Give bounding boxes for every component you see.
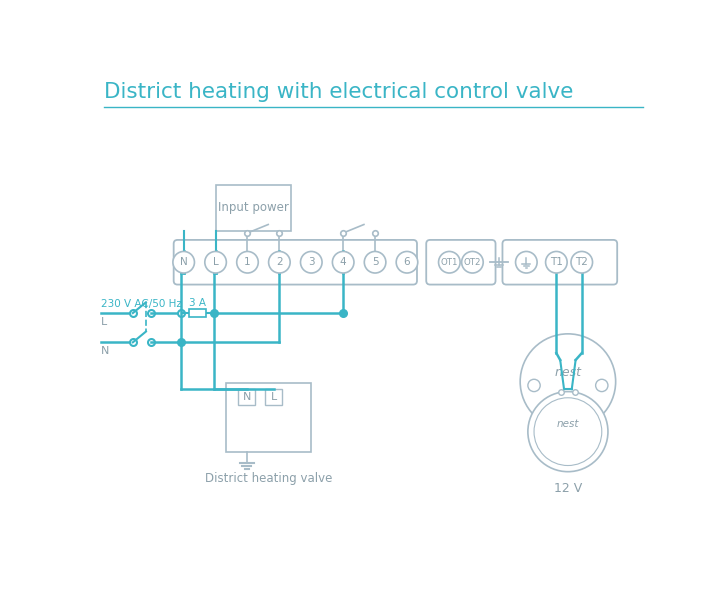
Text: T1: T1	[550, 257, 563, 267]
Circle shape	[515, 251, 537, 273]
Text: 6: 6	[403, 257, 411, 267]
Text: 1: 1	[244, 257, 250, 267]
Text: 5: 5	[372, 257, 379, 267]
Text: District heating valve: District heating valve	[205, 472, 332, 485]
Text: nest: nest	[557, 419, 579, 429]
Text: 3: 3	[308, 257, 314, 267]
Text: 2: 2	[276, 257, 282, 267]
FancyBboxPatch shape	[226, 383, 311, 453]
FancyBboxPatch shape	[502, 240, 617, 285]
Circle shape	[521, 334, 616, 429]
FancyBboxPatch shape	[426, 240, 496, 285]
Circle shape	[534, 398, 602, 466]
Circle shape	[462, 251, 483, 273]
Text: L: L	[213, 257, 218, 267]
Circle shape	[173, 251, 194, 273]
Text: Input power: Input power	[218, 201, 289, 214]
FancyBboxPatch shape	[265, 388, 282, 406]
Circle shape	[545, 251, 567, 273]
Circle shape	[438, 251, 460, 273]
Circle shape	[364, 251, 386, 273]
Text: N: N	[242, 392, 251, 402]
Text: OT2: OT2	[464, 258, 481, 267]
Text: T2: T2	[575, 257, 588, 267]
Text: 230 V AC/50 Hz: 230 V AC/50 Hz	[100, 299, 181, 309]
Circle shape	[571, 251, 593, 273]
FancyBboxPatch shape	[189, 309, 206, 317]
Circle shape	[528, 380, 540, 391]
Circle shape	[205, 251, 226, 273]
FancyBboxPatch shape	[216, 185, 291, 230]
Text: 4: 4	[340, 257, 347, 267]
Text: OT1: OT1	[440, 258, 458, 267]
Text: L: L	[100, 317, 107, 327]
Text: N: N	[100, 346, 109, 356]
Text: L: L	[271, 392, 277, 402]
Text: District heating with electrical control valve: District heating with electrical control…	[103, 82, 573, 102]
FancyBboxPatch shape	[557, 394, 579, 407]
Circle shape	[528, 391, 608, 472]
Circle shape	[396, 251, 418, 273]
Circle shape	[596, 380, 608, 391]
Text: nest: nest	[555, 366, 582, 379]
Circle shape	[333, 251, 354, 273]
Circle shape	[269, 251, 290, 273]
Text: N: N	[180, 257, 188, 267]
Circle shape	[301, 251, 322, 273]
Circle shape	[237, 251, 258, 273]
Text: 12 V: 12 V	[554, 482, 582, 495]
FancyBboxPatch shape	[238, 388, 256, 406]
Text: 3 A: 3 A	[189, 298, 206, 308]
FancyBboxPatch shape	[174, 240, 417, 285]
